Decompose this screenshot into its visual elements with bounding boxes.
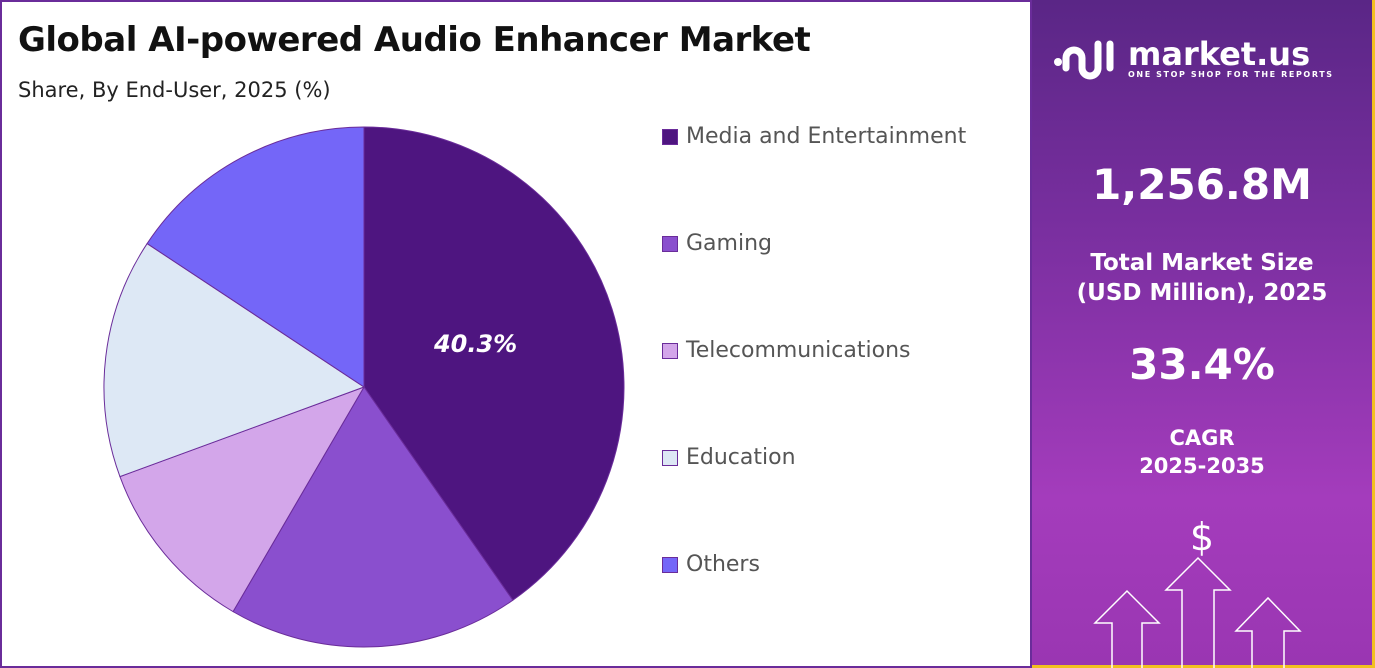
legend-label: Gaming [686,231,772,256]
pie-slice-telecommunications [119,386,366,613]
brand-tagline: ONE STOP SHOP FOR THE REPORTS [1128,69,1334,79]
legend-swatch [662,235,678,252]
legend-item: Media and Entertainment [662,124,966,149]
cagr-period: 2025-2035 [1139,454,1265,478]
chart-subtitle: Share, By End-User, 2025 (%) [18,78,331,102]
legend-label: Others [686,552,760,577]
data-label: 40.3% [433,330,517,358]
summary-panel: market.us ONE STOP SHOP FOR THE REPORTS … [1032,0,1375,668]
brand-name: market.us [1128,34,1311,73]
chart-panel: Global AI-powered Audio Enhancer Market … [0,0,1032,668]
legend-item: Telecommunications [662,338,910,363]
legend-item: Others [662,552,760,577]
pie-chart: 40.3% [103,126,625,648]
pie-slice-gaming [232,386,514,648]
dollar-icon: $ [1189,515,1215,559]
legend-swatch [662,449,678,466]
growth-arrows-icon [1093,556,1302,668]
market-size-unit: (USD Million), 2025 [1076,280,1328,306]
cagr-label: CAGR [1169,426,1235,450]
legend-swatch [662,342,678,359]
market-size-value: 1,256.8M [1092,160,1312,209]
pie-slice-others [146,126,365,388]
legend-swatch [662,556,678,573]
legend-label: Telecommunications [686,338,911,363]
legend-swatch [662,128,678,145]
market-size-label: Total Market Size [1090,250,1314,276]
market-us-logo: market.us ONE STOP SHOP FOR THE REPORTS [1052,34,1334,82]
pie-slice-media-and-entertainment [363,126,625,601]
logo-icon [1054,40,1114,80]
cagr-value: 33.4% [1129,340,1275,389]
chart-title: Global AI-powered Audio Enhancer Market [18,20,811,60]
legend-label: Education [686,445,796,470]
pie-slice-education [103,242,366,478]
legend-label: Media and Entertainment [686,124,967,149]
legend-item: Education [662,445,796,470]
legend-item: Gaming [662,231,772,256]
